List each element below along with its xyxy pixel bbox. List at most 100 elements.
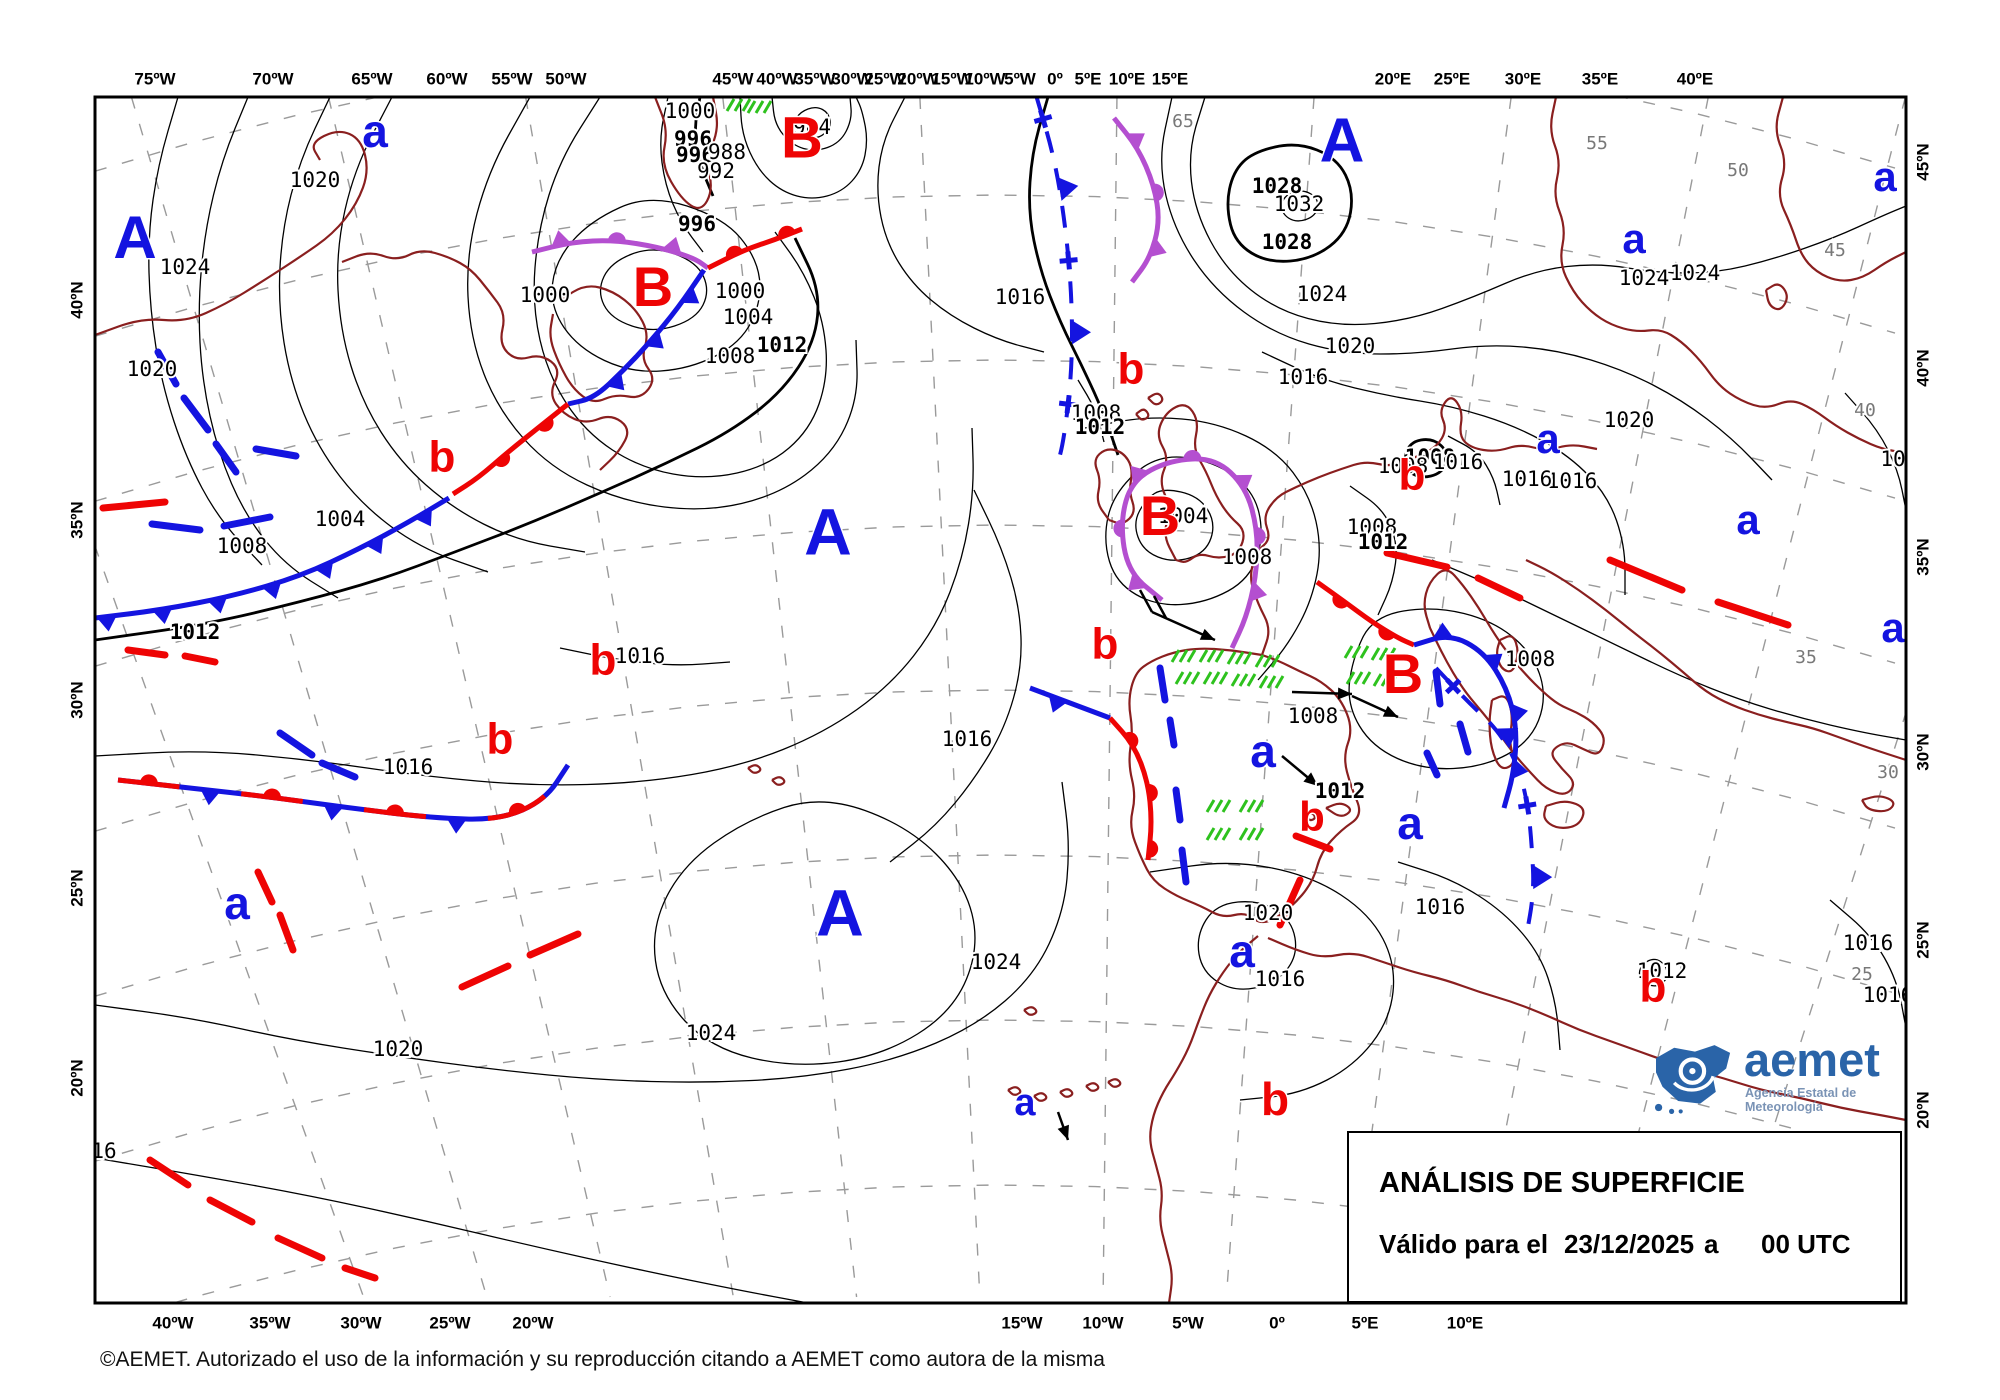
isobar-line [877,97,1045,353]
aemet-subtitle: Agencia Estatal de Meteorología [1745,1086,1857,1114]
isobar-label: 1028 [1252,174,1303,198]
coastline [1525,559,1906,762]
isobar-label: 1020 [290,168,341,192]
isobar-line [148,97,263,566]
isobar-label: 1020 [1243,901,1294,925]
coastline [1128,647,1361,924]
pressure-letter-a: a [1014,1082,1036,1124]
lon-label-bottom: 25ºW [429,1313,471,1332]
isobar-line [467,97,858,510]
precip-hatch [1343,645,1370,659]
coastline [771,776,786,786]
isobar-label: 1012 [1637,959,1688,983]
occluded-front [1112,116,1167,284]
red-trough-dash [1383,549,1451,571]
pressure-letter-a: a [1873,153,1897,200]
lon-label-top: 55ºW [491,69,533,88]
isobar-label: 1004 [1158,504,1209,528]
lon-label-bottom: 5ºE [1351,1313,1378,1332]
isobar-label: 1012 [1315,779,1366,803]
isobar-label: 1008 [1071,401,1122,425]
isobar-line [198,97,339,599]
isobar-line [95,1157,809,1303]
pressure-letter-B: B [1383,642,1423,705]
grid-label: 35 [1795,647,1817,668]
lat-label-right: 30ºN [1913,733,1932,770]
pressure-letter-b: b [1299,793,1325,840]
isobar-line [1028,97,1120,456]
isobar-line [1161,97,1773,481]
analysis-title: ANÁLISIS DE SUPERFICIE [1379,1167,1745,1199]
isobar-label: 1016 [942,727,993,751]
wind-arrow [1138,589,1216,642]
pressure-letter-B: B [1140,484,1180,547]
isobar-label: 1004 [723,305,774,329]
isobar-line [1638,958,1668,987]
coastline [95,130,368,337]
red-trough-dash [341,1264,379,1282]
pressure-letter-a: a [362,105,388,157]
lat-label-left: 30ºN [67,681,86,718]
red-trough-dash [274,1234,326,1262]
isobar-line [889,489,1022,863]
isobar-label: 996 [678,212,716,236]
isobar-line [1447,435,1501,506]
isobar-line [1197,901,1297,990]
valid-a-separator: a [1704,1229,1719,1259]
precip-hatch [725,98,752,112]
lon-label-top: 40ºW [756,69,798,88]
isobar-line [739,97,868,199]
isobar-label: 1008 [1288,704,1339,728]
squall-line [1434,666,1553,939]
pressure-letter-b: b [487,715,514,764]
trough-lines [99,348,1792,1282]
blue-trough-dash [276,729,316,759]
wind-arrow [1291,687,1353,700]
lon-label-top: 15ºE [1152,69,1188,88]
stationary-front [117,763,571,834]
isobar-label: 1020 [1325,334,1376,358]
isobar-label: 16 [91,1139,116,1163]
isobar-line [1084,417,1320,681]
grid-label: 40 [1854,400,1876,421]
aemet-wordmark: aemet [1744,1033,1880,1086]
lon-label-top: 25ºE [1434,69,1470,88]
lat-label-right: 40ºN [1913,349,1932,386]
isobar-label: 1024 [160,255,211,279]
coastline [1325,802,1352,817]
pressure-letter-A: A [1320,106,1365,175]
isobar-label: 996 [674,127,712,151]
coastlines [95,97,1906,1303]
pressure-letters: A A A Aa a a a a a a a a a a B B B Bb b b b b b b b b [112,104,1906,1127]
map-border [93,95,1908,1305]
coastline [1007,1086,1022,1096]
lat-label-right: 20ºN [1913,1091,1932,1128]
isobar-line [337,97,586,553]
blue-trough-dash [1166,716,1178,749]
blue-trough-dash [1172,786,1184,824]
isobar-label: 1016 [1502,467,1553,491]
lon-label-top: 35ºE [1582,69,1618,88]
lon-label-top: 30ºE [1505,69,1541,88]
coastline [1135,408,1150,421]
grid-label: 30 [1877,762,1899,783]
pressure-letter-A: A [113,204,156,271]
precip-hatches [725,98,1399,841]
red-trough-dash [254,868,276,906]
pressure-letter-A: A [804,494,852,568]
red-trough-dash [1474,574,1524,602]
coastline [1023,1006,1038,1016]
pressure-letter-a: a [224,877,250,929]
isobar-line [1829,899,1906,1029]
wind-arrows [1056,589,1399,1141]
precip-hatch [1205,799,1232,813]
blue-trough-dash [1432,668,1444,708]
isobar-label: 1012 [1075,415,1126,439]
coastline [747,764,762,774]
lon-label-top: 5ºE [1074,69,1101,88]
wind-arrow [1281,755,1319,787]
isobar-label: 984 [793,115,831,139]
isobar-label: 1016 [1863,983,1914,1007]
